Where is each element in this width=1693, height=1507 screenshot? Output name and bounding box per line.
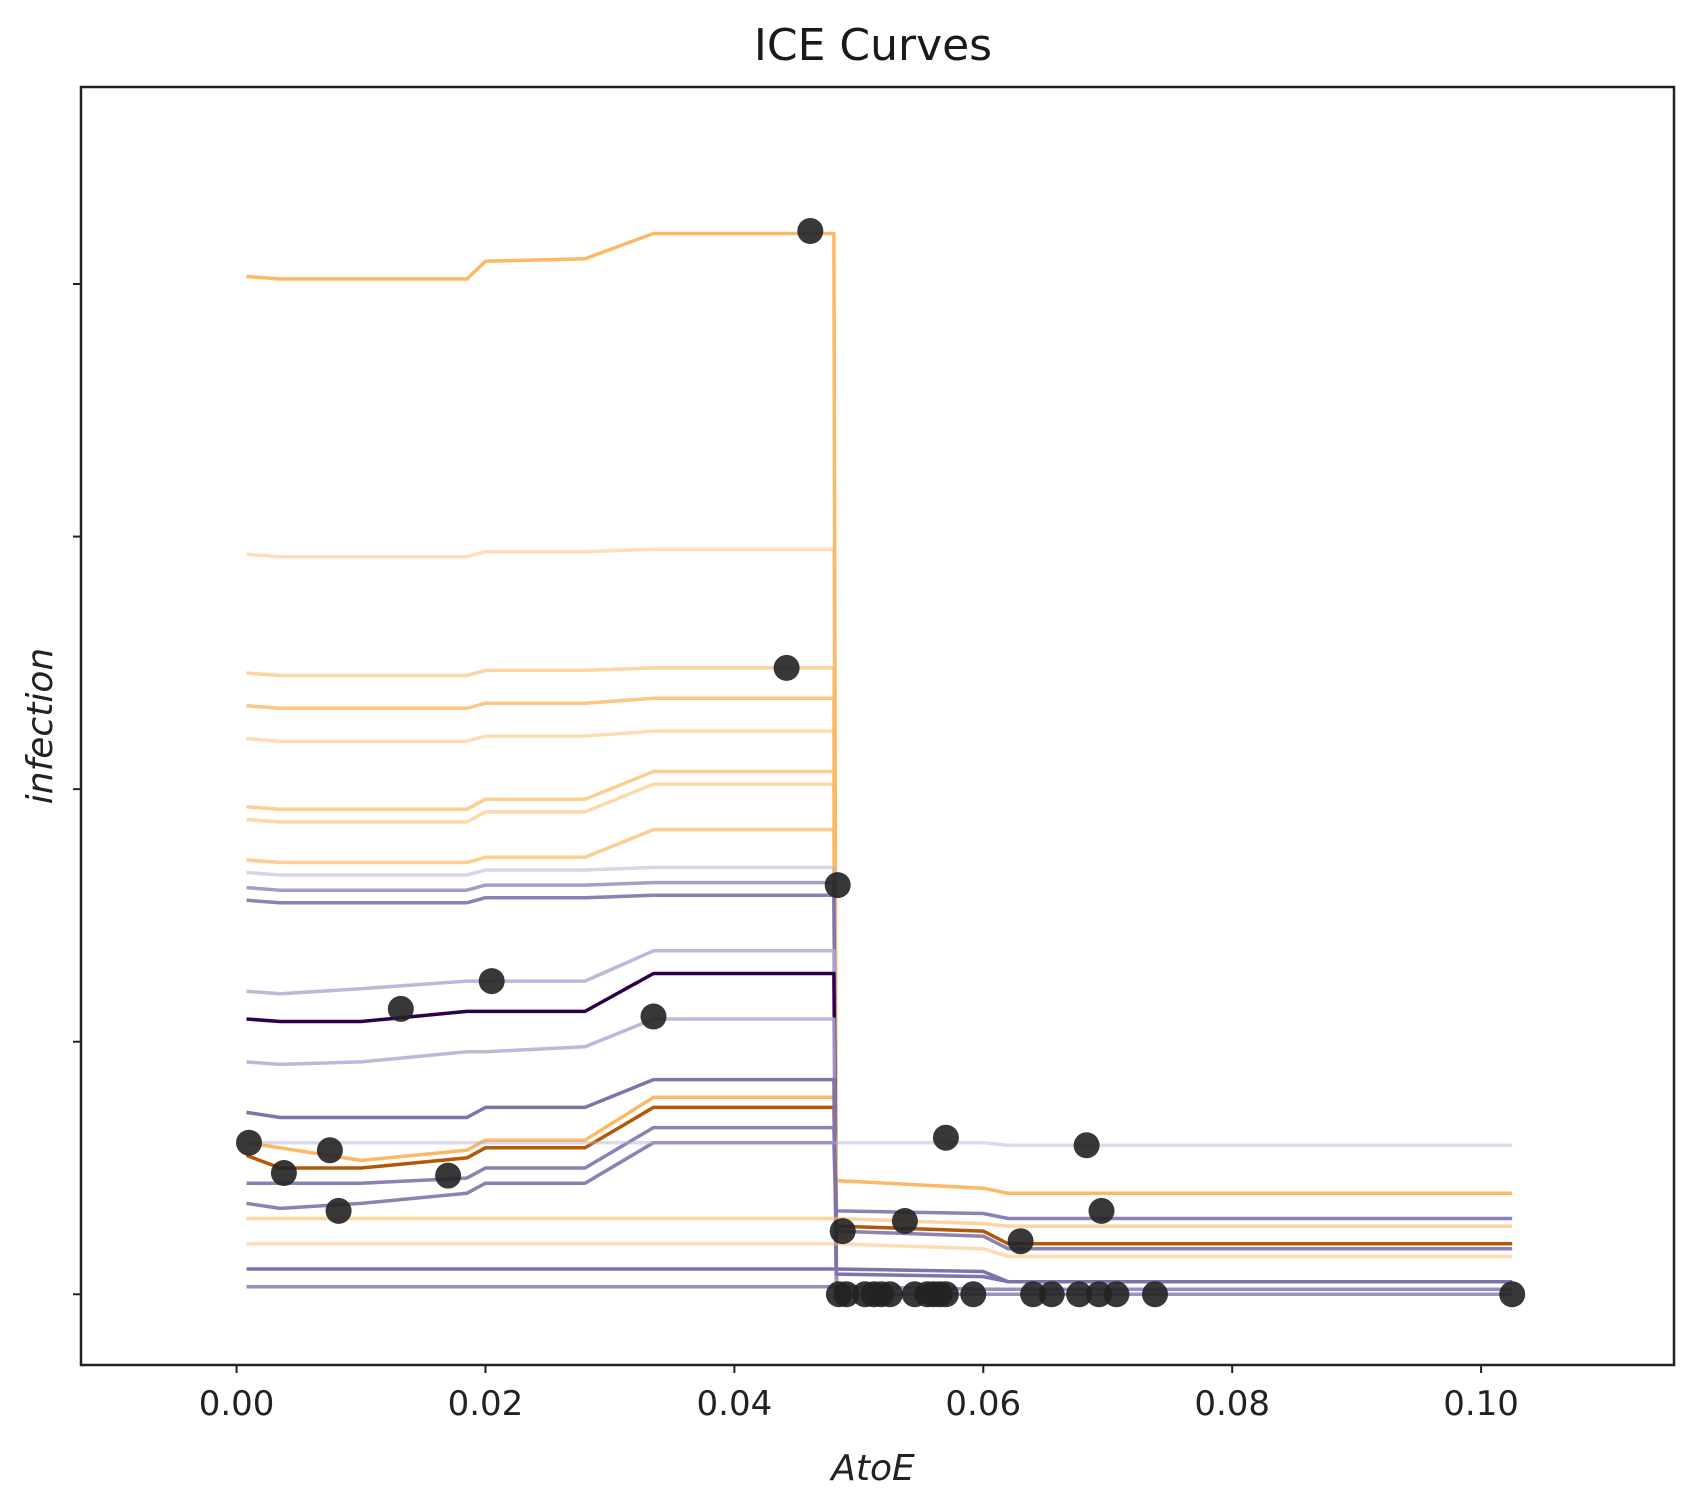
ice-curve-15 (246, 1095, 1513, 1196)
observation-point-31 (1038, 1281, 1065, 1308)
chart-title: ICE Curves (754, 20, 992, 71)
plot-frame (79, 85, 1676, 1367)
observation-point-7 (236, 1129, 262, 1156)
x-tick-label: 0.04 (697, 1384, 773, 1424)
observation-point-36 (1499, 1281, 1526, 1308)
observation-point-10 (435, 1162, 462, 1189)
observation-point-35 (1142, 1281, 1168, 1308)
observation-point-14 (1088, 1197, 1115, 1224)
ice-curve-3 (246, 666, 1513, 1297)
observation-point-23 (876, 1281, 903, 1308)
ice-curve-9 (246, 865, 1513, 1297)
y-axis-label: infection (20, 648, 61, 804)
observation-point-6 (640, 1003, 667, 1030)
ice-curve-6 (246, 769, 1513, 1297)
x-tick-label: 0.10 (1443, 1384, 1519, 1424)
ice-curve-17 (246, 1125, 1513, 1221)
x-tick-label: 0.02 (448, 1384, 524, 1424)
ice-curve-20 (246, 1140, 1513, 1148)
observation-point-30 (1020, 1281, 1047, 1308)
observation-point-1 (797, 218, 824, 244)
observation-point-12 (932, 1124, 959, 1151)
observation-point-2 (773, 654, 800, 681)
observation-point-15 (891, 1208, 918, 1234)
observation-point-8 (316, 1137, 343, 1164)
ice-curve-18 (246, 1140, 1513, 1251)
observation-point-29 (960, 1281, 987, 1308)
ice-curve-1 (246, 231, 1513, 1297)
observation-point-28 (932, 1281, 959, 1308)
x-tick-label: 0.08 (1194, 1384, 1270, 1424)
ice-curve-4 (246, 696, 1513, 1297)
y-axis (73, 283, 81, 1296)
x-axis: 0.00 0.02 0.04 0.06 0.08 0.10 (199, 1365, 1519, 1424)
x-tick-label: 0.06 (945, 1384, 1021, 1424)
observation-point-11 (325, 1197, 352, 1224)
observation-point-13 (1073, 1132, 1100, 1159)
ice-curve-24 (246, 1284, 1513, 1291)
observation-point-4 (478, 968, 505, 995)
ice-curve-14 (246, 1017, 1513, 1297)
observation-point-16 (829, 1218, 856, 1245)
observation-points-group (236, 218, 1526, 1308)
ice-curve-22 (246, 1242, 1513, 1259)
observation-point-17 (1007, 1228, 1034, 1255)
x-tick-label: 0.00 (199, 1384, 275, 1424)
ice-curve-19 (246, 1077, 1513, 1284)
ice-lines-group (245, 231, 1513, 1297)
observation-point-3 (824, 872, 851, 899)
ice-curve-16 (245, 1105, 1513, 1246)
observation-point-9 (270, 1160, 297, 1186)
x-axis-label: AtoE (829, 1448, 915, 1489)
observation-point-19 (833, 1281, 860, 1308)
ice-curve-23 (246, 1267, 1513, 1284)
observation-point-5 (387, 995, 414, 1022)
ice-curve-11 (246, 893, 1513, 1297)
observation-point-34 (1103, 1281, 1130, 1308)
observation-point-32 (1066, 1281, 1093, 1308)
